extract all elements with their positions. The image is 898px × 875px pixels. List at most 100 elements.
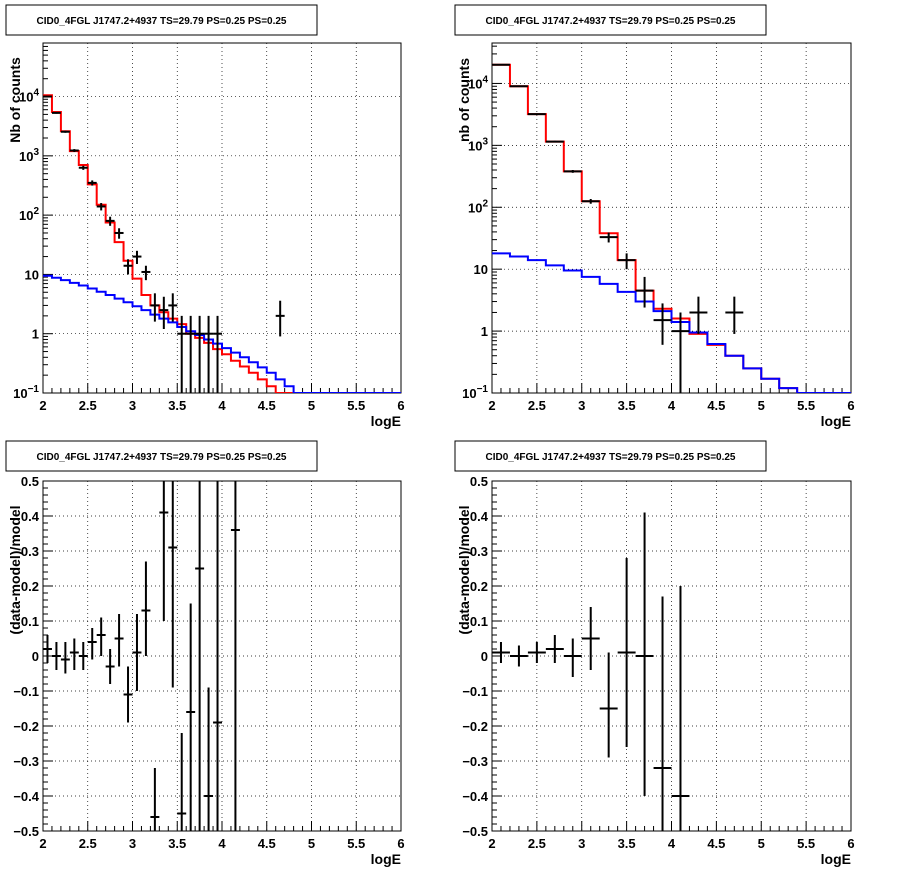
x-tick-label: 6 bbox=[847, 836, 854, 851]
y-tick-label: 0 bbox=[32, 649, 39, 664]
title-box bbox=[5, 4, 318, 36]
data-point bbox=[87, 180, 97, 186]
y-tick-label: 0.3 bbox=[470, 544, 488, 559]
y-tick-label: 103 bbox=[468, 136, 488, 153]
data-point bbox=[132, 614, 142, 691]
x-tick-label: 4.5 bbox=[258, 836, 276, 851]
data-point bbox=[195, 315, 205, 393]
x-tick-label: 3.5 bbox=[168, 398, 186, 413]
data-point bbox=[653, 303, 672, 345]
y-tick-label: −0.4 bbox=[13, 789, 39, 804]
data-point bbox=[177, 733, 187, 831]
data-point bbox=[545, 140, 564, 143]
x-tick-label: 5.5 bbox=[347, 398, 365, 413]
data-point bbox=[96, 203, 106, 211]
data-point bbox=[51, 642, 61, 670]
x-tick-label: 5 bbox=[308, 836, 315, 851]
x-tick-label: 3 bbox=[578, 836, 585, 851]
data-point bbox=[195, 481, 205, 831]
data-point bbox=[69, 149, 79, 153]
x-tick-label: 6 bbox=[397, 836, 404, 851]
data-point bbox=[581, 198, 600, 204]
data-point bbox=[105, 216, 115, 226]
data-point bbox=[617, 253, 636, 270]
x-tick-label: 4 bbox=[218, 836, 226, 851]
x-tick-label: 5.5 bbox=[797, 836, 815, 851]
grid bbox=[492, 481, 851, 831]
data-point bbox=[599, 232, 618, 243]
data-point bbox=[114, 228, 124, 239]
data-point bbox=[213, 481, 222, 831]
x-axis-label: logE bbox=[371, 413, 401, 429]
x-axis-label: logE bbox=[821, 413, 851, 429]
chart-counts_left: CID0_4FGL J1747.2+4937 TS=29.79 PS=0.25 … bbox=[5, 4, 405, 429]
plot-area bbox=[43, 481, 240, 831]
y-tick-label: 0.3 bbox=[21, 544, 39, 559]
y-tick-label: 0.2 bbox=[470, 579, 488, 594]
data-point bbox=[177, 315, 187, 393]
y-tick-label: 1 bbox=[32, 327, 39, 342]
grid bbox=[43, 481, 401, 831]
data-point bbox=[204, 315, 214, 393]
data-point bbox=[186, 315, 196, 393]
data-point bbox=[527, 113, 546, 116]
y-tick-label: −0.5 bbox=[13, 824, 39, 839]
chart-counts_right: CID0_4FGL J1747.2+4937 TS=29.79 PS=0.25 … bbox=[454, 4, 855, 429]
y-axis-label: (data-model)/model bbox=[7, 505, 23, 634]
title-box bbox=[454, 4, 767, 36]
x-tick-label: 4.5 bbox=[707, 836, 725, 851]
data-point bbox=[43, 95, 52, 98]
data-point bbox=[671, 312, 690, 393]
y-tick-label: −0.4 bbox=[462, 789, 488, 804]
data-point bbox=[599, 652, 618, 758]
x-tick-label: 3 bbox=[578, 398, 585, 413]
x-tick-label: 2 bbox=[39, 836, 46, 851]
y-tick-label: 10−1 bbox=[462, 384, 488, 401]
y-tick-label: −0.2 bbox=[462, 719, 488, 734]
x-tick-label: 2.5 bbox=[528, 836, 546, 851]
x-tick-label: 3.5 bbox=[618, 398, 636, 413]
y-axis-label: nb of counts bbox=[456, 58, 472, 142]
data-point bbox=[617, 558, 636, 747]
y-tick-label: 0.2 bbox=[21, 579, 39, 594]
y-axis-label: Nb of counts bbox=[7, 57, 23, 143]
y-tick-label: 0.4 bbox=[470, 509, 489, 524]
x-tick-label: 4.5 bbox=[707, 398, 725, 413]
x-tick-label: 6 bbox=[847, 398, 854, 413]
data-point bbox=[150, 293, 160, 322]
grid bbox=[492, 43, 851, 393]
y-tick-label: 1 bbox=[481, 324, 488, 339]
plot-area bbox=[492, 63, 851, 393]
data-point bbox=[509, 85, 528, 88]
y-tick-label: 0.1 bbox=[470, 614, 488, 629]
y-tick-label: −0.1 bbox=[13, 684, 39, 699]
data-point bbox=[635, 276, 654, 308]
chart-title: CID0_4FGL J1747.2+4937 TS=29.79 PS=0.25 … bbox=[486, 16, 736, 27]
x-tick-label: 2 bbox=[488, 398, 495, 413]
data-point bbox=[168, 481, 178, 688]
data-point bbox=[275, 300, 285, 337]
data-point bbox=[159, 296, 169, 330]
y-tick-label: −0.5 bbox=[462, 824, 488, 839]
y-tick-label: 0.5 bbox=[470, 474, 488, 489]
y-tick-label: −0.3 bbox=[13, 754, 39, 769]
data-point bbox=[78, 642, 88, 670]
data-point bbox=[581, 607, 600, 670]
x-tick-label: 4.5 bbox=[258, 398, 276, 413]
data-point bbox=[186, 603, 196, 831]
x-tick-label: 2 bbox=[488, 836, 495, 851]
data-point bbox=[168, 293, 178, 322]
data-point bbox=[123, 259, 133, 275]
data-point bbox=[671, 586, 690, 831]
data-point bbox=[132, 250, 142, 264]
data-point bbox=[509, 645, 528, 667]
data-point bbox=[114, 614, 124, 667]
chart-resid_left: CID0_4FGL J1747.2+4937 TS=29.79 PS=0.25 … bbox=[5, 440, 405, 867]
x-tick-label: 3 bbox=[129, 398, 136, 413]
data-point bbox=[635, 512, 654, 796]
x-tick-label: 4 bbox=[218, 398, 226, 413]
data-point bbox=[78, 165, 88, 170]
chart-title: CID0_4FGL J1747.2+4937 TS=29.79 PS=0.25 … bbox=[37, 16, 287, 27]
data-point bbox=[689, 296, 708, 334]
